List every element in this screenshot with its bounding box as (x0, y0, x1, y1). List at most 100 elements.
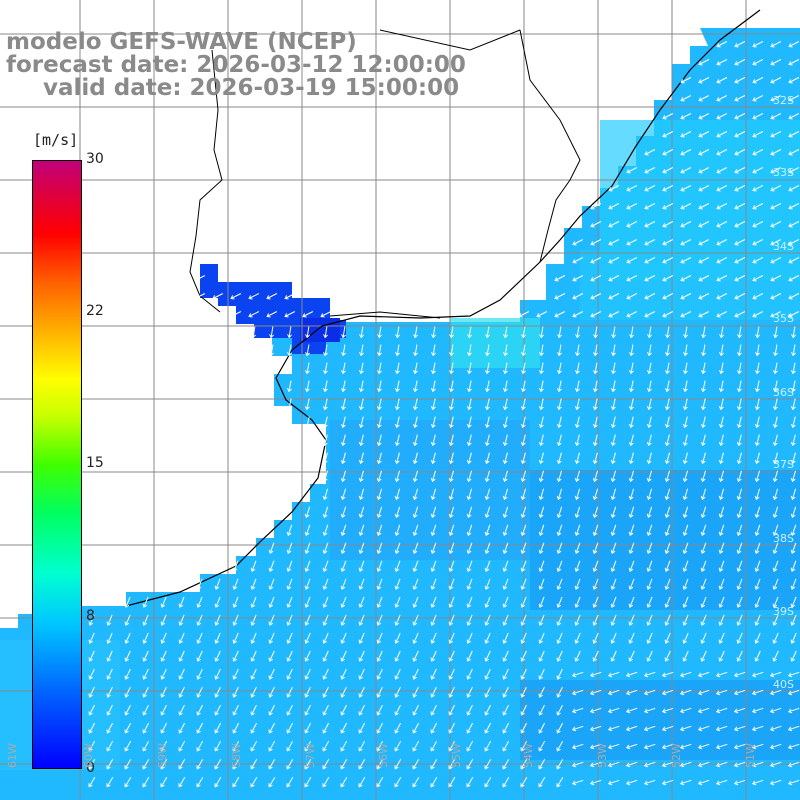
wind-arrow-head (682, 639, 688, 644)
wind-arrow-head (394, 549, 400, 554)
wind-arrow (756, 380, 760, 392)
wind-arrow-head (772, 639, 778, 644)
wind-arrow (502, 740, 510, 752)
wind-arrow-head (358, 549, 364, 554)
wind-arrow (306, 380, 310, 392)
wind-arrow-head (592, 423, 598, 429)
colorbar-unit: [m/s] (33, 131, 79, 149)
wind-arrow-head (718, 567, 724, 572)
wind-arrow (486, 344, 490, 356)
wind-arrow (701, 488, 707, 500)
wind-arrow (737, 596, 743, 608)
wind-arrow (341, 686, 347, 698)
wind-arrow (737, 506, 743, 518)
wind-arrow (269, 560, 275, 572)
wind-arrow-head (661, 780, 667, 786)
wind-arrow-head (680, 115, 685, 120)
wind-arrow (788, 293, 800, 299)
wind-arrow-head (629, 352, 634, 357)
wind-arrow (467, 524, 473, 536)
wind-arrow-head (214, 693, 219, 698)
wind-arrow (341, 524, 347, 536)
wind-arrow-head (700, 639, 706, 644)
wind-arrow (518, 311, 530, 317)
wind-arrow (324, 326, 328, 338)
wind-arrow (233, 704, 239, 716)
wind-arrow-head (680, 187, 685, 192)
wind-arrow-head (644, 277, 649, 282)
wind-arrow (124, 777, 132, 787)
wind-arrow (752, 689, 764, 695)
wind-arrow (269, 578, 275, 590)
wind-arrow-head (142, 765, 147, 770)
wind-arrow (593, 560, 599, 572)
wind-arrow-head (610, 513, 616, 519)
wind-arrow-head (698, 169, 703, 174)
wind-arrow-head (520, 513, 526, 519)
wind-arrow (466, 740, 474, 752)
wind-arrow-head (377, 352, 382, 357)
lat-label: 34S (773, 240, 794, 253)
wind-arrow-head (719, 352, 724, 357)
wind-arrow (377, 686, 383, 698)
wind-arrow-head (320, 313, 325, 318)
wind-arrow-head (791, 334, 796, 339)
wind-arrow-head (358, 531, 364, 537)
wind-arrows (88, 41, 800, 788)
wind-arrow-head (323, 370, 328, 375)
wind-arrow-head (772, 585, 778, 590)
wind-arrow-head (142, 711, 147, 716)
wind-arrow (770, 257, 782, 263)
wind-arrow (432, 434, 436, 446)
wind-arrow (774, 398, 778, 410)
wind-arrow-head (787, 780, 793, 786)
wind-arrow-head (502, 531, 508, 537)
wind-arrow-head (556, 783, 561, 788)
wind-arrow-head (142, 603, 148, 608)
wind-arrow (734, 239, 746, 245)
wind-arrow-head (572, 295, 577, 300)
colorbar-tick-22: 22 (86, 303, 104, 319)
wind-arrow (557, 560, 563, 572)
lon-label: 58W (230, 743, 243, 768)
wind-arrow (719, 488, 725, 500)
wind-arrow (665, 560, 671, 572)
coastline (125, 9, 761, 607)
wind-arrow (287, 578, 293, 590)
wind-arrow-head (592, 621, 598, 626)
wind-arrow-head (770, 205, 775, 210)
wind-arrow-head (752, 295, 757, 300)
wind-arrow (698, 257, 710, 263)
wind-arrow (698, 707, 710, 713)
wind-arrow-head (754, 513, 760, 519)
wind-arrow (594, 362, 598, 374)
wind-arrow (612, 398, 616, 410)
wind-arrow-head (572, 241, 577, 246)
wind-arrow-head (718, 495, 724, 501)
wind-arrow-head (770, 79, 775, 84)
wind-arrow-head (160, 657, 166, 662)
wind-arrow (413, 524, 419, 536)
wind-arrow-head (538, 549, 544, 554)
wind-arrow-head (250, 639, 256, 644)
wind-arrow (734, 131, 746, 137)
wind-arrow (284, 311, 296, 317)
wind-arrow (324, 416, 328, 428)
wind-arrow-head (538, 657, 544, 662)
wind-arrow-head (628, 405, 634, 411)
lat-label: 32S (773, 94, 794, 107)
wind-arrow-head (286, 585, 292, 590)
wind-arrow (716, 95, 728, 101)
wind-arrow (755, 632, 761, 644)
wind-arrow-head (716, 151, 721, 156)
wind-arrow-head (700, 441, 706, 447)
wind-arrow (486, 452, 490, 464)
wind-arrow-head (160, 747, 165, 752)
wind-arrow-head (682, 513, 688, 519)
wind-arrow-head (124, 639, 130, 644)
wind-arrow (376, 777, 384, 787)
wind-arrow-head (697, 672, 703, 678)
wind-arrow-head (394, 711, 399, 716)
wind-arrow (215, 596, 221, 608)
wind-arrow (557, 506, 563, 518)
